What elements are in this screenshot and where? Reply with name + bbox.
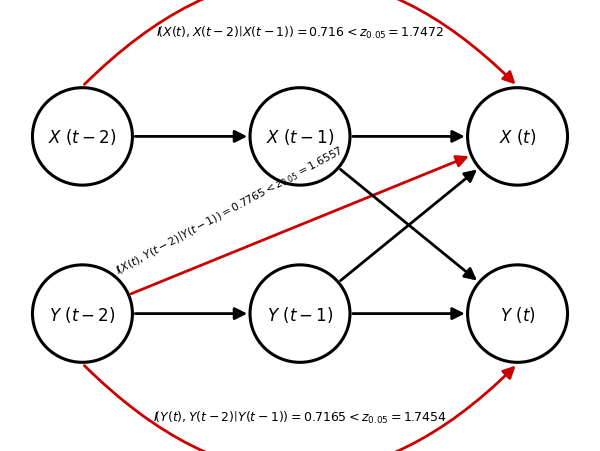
Text: $X\ (t-1)$: $X\ (t-1)$ xyxy=(266,127,334,147)
Ellipse shape xyxy=(250,265,350,363)
Ellipse shape xyxy=(467,265,568,363)
Ellipse shape xyxy=(32,265,133,363)
Text: $X\ (t)$: $X\ (t)$ xyxy=(499,127,536,147)
Text: $I\!\left(X\left(t\right),X\left(t-2\right)\middle|X\left(t-1\right)\right)=0.71: $I\!\left(X\left(t\right),X\left(t-2\rig… xyxy=(156,24,444,41)
Ellipse shape xyxy=(32,88,133,186)
Text: $Y\ (t-1)$: $Y\ (t-1)$ xyxy=(266,304,334,324)
Text: $I\!\left(Y\left(t\right),Y\left(t-2\right)\middle|Y\left(t-1\right)\right)=0.71: $I\!\left(Y\left(t\right),Y\left(t-2\rig… xyxy=(153,409,447,425)
Text: $I\!\left(X(t),Y(t-2)\middle|Y(t-1)\right)=0.7765<z_{0.05}=1.6557$: $I\!\left(X(t),Y(t-2)\middle|Y(t-1)\righ… xyxy=(113,143,346,277)
Text: $Y\ (t)$: $Y\ (t)$ xyxy=(500,304,535,324)
Text: $Y\ (t-2)$: $Y\ (t-2)$ xyxy=(49,304,116,324)
Text: $X\ (t-2)$: $X\ (t-2)$ xyxy=(48,127,117,147)
Ellipse shape xyxy=(250,88,350,186)
Ellipse shape xyxy=(467,88,568,186)
